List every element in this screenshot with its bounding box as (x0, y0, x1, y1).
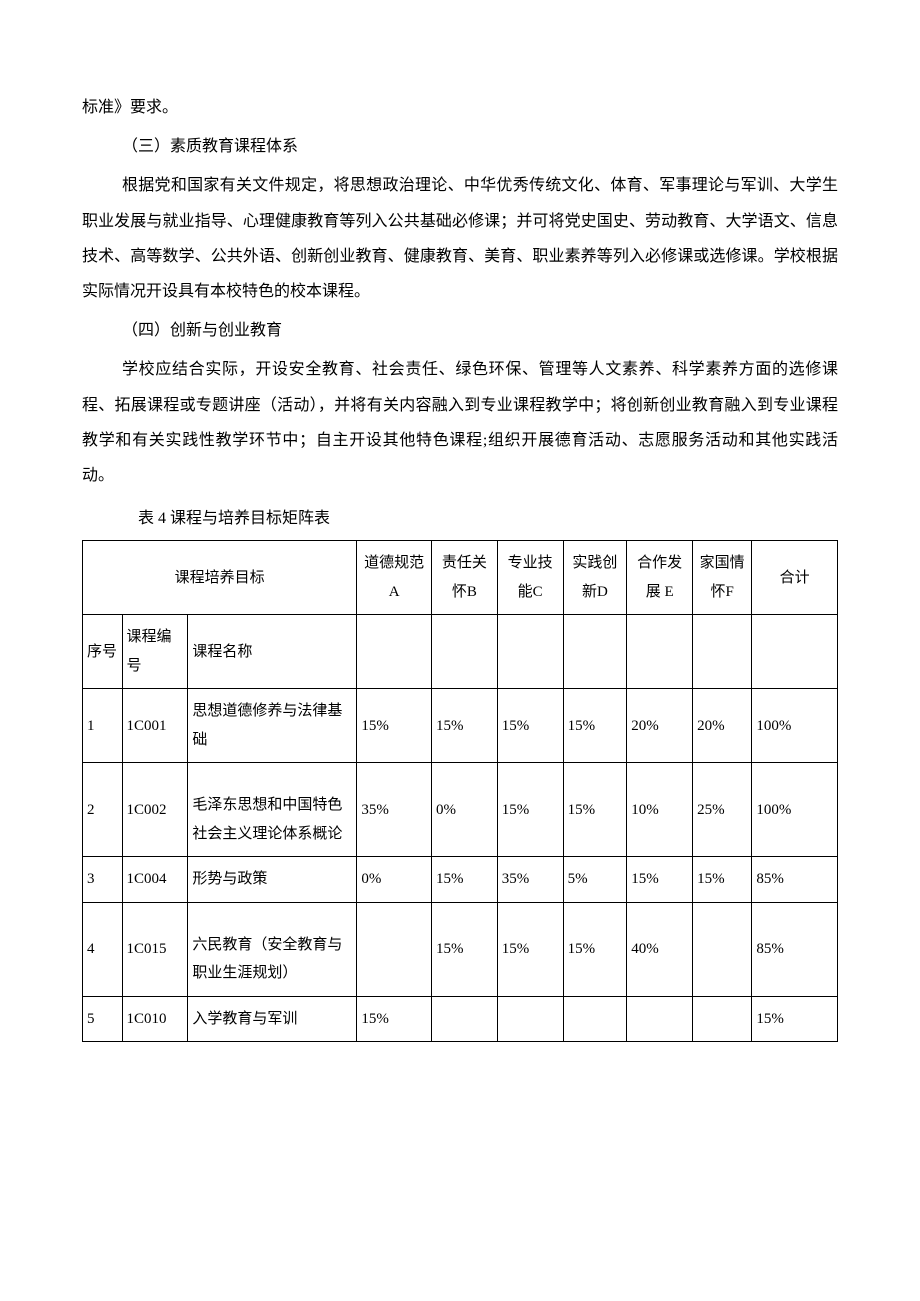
cell-b: 15% (431, 857, 497, 903)
cell-d: 15% (563, 689, 627, 763)
header-e-blank (627, 615, 693, 689)
cell-f (693, 902, 752, 996)
cell-code: 1C001 (122, 689, 188, 763)
table-row: 4 1C015 六民教育（安全教育与职业生涯规划） 15% 15% 15% 40… (83, 902, 838, 996)
cell-c: 35% (497, 857, 563, 903)
header-col-c: 专业技能C (497, 541, 563, 615)
cell-b: 0% (431, 763, 497, 857)
section-4-heading: （四）创新与创业教育 (82, 313, 838, 348)
cell-seq: 5 (83, 996, 123, 1042)
course-goal-matrix-table: 课程培养目标 道德规范 A 责任关怀B 专业技能C 实践创新D 合作发展 E 家… (82, 540, 838, 1042)
cell-e: 20% (627, 689, 693, 763)
cell-code: 1C002 (122, 763, 188, 857)
table-4-caption: 表 4 课程与培养目标矩阵表 (82, 501, 838, 536)
cell-sum: 15% (752, 996, 838, 1042)
cell-sum: 85% (752, 902, 838, 996)
header-name: 课程名称 (188, 615, 357, 689)
header-a-blank (357, 615, 432, 689)
cell-name: 毛泽东思想和中国特色社会主义理论体系概论 (188, 763, 357, 857)
table-row: 5 1C010 入学教育与军训 15% 15% (83, 996, 838, 1042)
header-f-blank (693, 615, 752, 689)
cell-a: 15% (357, 689, 432, 763)
header-d-blank (563, 615, 627, 689)
cell-c (497, 996, 563, 1042)
cell-d (563, 996, 627, 1042)
header-b-blank (431, 615, 497, 689)
cell-c: 15% (497, 689, 563, 763)
section-3-paragraph: 根据党和国家有关文件规定，将思想政治理论、中华优秀传统文化、体育、军事理论与军训… (82, 168, 838, 309)
cell-seq: 1 (83, 689, 123, 763)
cell-name: 入学教育与军训 (188, 996, 357, 1042)
cell-a: 0% (357, 857, 432, 903)
table-row: 3 1C004 形势与政策 0% 15% 35% 5% 15% 15% 85% (83, 857, 838, 903)
cell-d: 15% (563, 902, 627, 996)
cell-name: 思想道德修养与法律基础 (188, 689, 357, 763)
cell-d: 5% (563, 857, 627, 903)
cell-f (693, 996, 752, 1042)
cell-f: 15% (693, 857, 752, 903)
cell-c: 15% (497, 763, 563, 857)
cell-a: 15% (357, 996, 432, 1042)
cell-seq: 4 (83, 902, 123, 996)
cell-b (431, 996, 497, 1042)
cell-code: 1C010 (122, 996, 188, 1042)
header-col-a: 道德规范 A (357, 541, 432, 615)
header-col-e: 合作发展 E (627, 541, 693, 615)
cell-code: 1C004 (122, 857, 188, 903)
cell-e: 10% (627, 763, 693, 857)
table-header-row-1: 课程培养目标 道德规范 A 责任关怀B 专业技能C 实践创新D 合作发展 E 家… (83, 541, 838, 615)
section-4-paragraph: 学校应结合实际，开设安全教育、社会责任、绿色环保、管理等人文素养、科学素养方面的… (82, 352, 838, 493)
cell-sum: 85% (752, 857, 838, 903)
section-3-heading: （三）素质教育课程体系 (82, 129, 838, 164)
cell-seq: 2 (83, 763, 123, 857)
cell-name: 形势与政策 (188, 857, 357, 903)
cell-c: 15% (497, 902, 563, 996)
cell-seq: 3 (83, 857, 123, 903)
header-col-sum: 合计 (752, 541, 838, 615)
cell-a: 35% (357, 763, 432, 857)
header-seq: 序号 (83, 615, 123, 689)
cell-a (357, 902, 432, 996)
cell-b: 15% (431, 902, 497, 996)
cell-e: 15% (627, 857, 693, 903)
table-header-row-2: 序号 课程编号 课程名称 (83, 615, 838, 689)
cell-name: 六民教育（安全教育与职业生涯规划） (188, 902, 357, 996)
header-code: 课程编号 (122, 615, 188, 689)
cell-d: 15% (563, 763, 627, 857)
cell-sum: 100% (752, 689, 838, 763)
header-col-b: 责任关怀B (431, 541, 497, 615)
table-row: 1 1C001 思想道德修养与法律基础 15% 15% 15% 15% 20% … (83, 689, 838, 763)
cell-f: 25% (693, 763, 752, 857)
header-col-d: 实践创新D (563, 541, 627, 615)
cell-e: 40% (627, 902, 693, 996)
cell-f: 20% (693, 689, 752, 763)
cell-e (627, 996, 693, 1042)
header-c-blank (497, 615, 563, 689)
header-col-f: 家国情怀F (693, 541, 752, 615)
header-goal-label: 课程培养目标 (83, 541, 357, 615)
cell-code: 1C015 (122, 902, 188, 996)
cell-b: 15% (431, 689, 497, 763)
table-row: 2 1C002 毛泽东思想和中国特色社会主义理论体系概论 35% 0% 15% … (83, 763, 838, 857)
continuation-line: 标准》要求。 (82, 90, 838, 125)
header-sum-blank (752, 615, 838, 689)
cell-sum: 100% (752, 763, 838, 857)
